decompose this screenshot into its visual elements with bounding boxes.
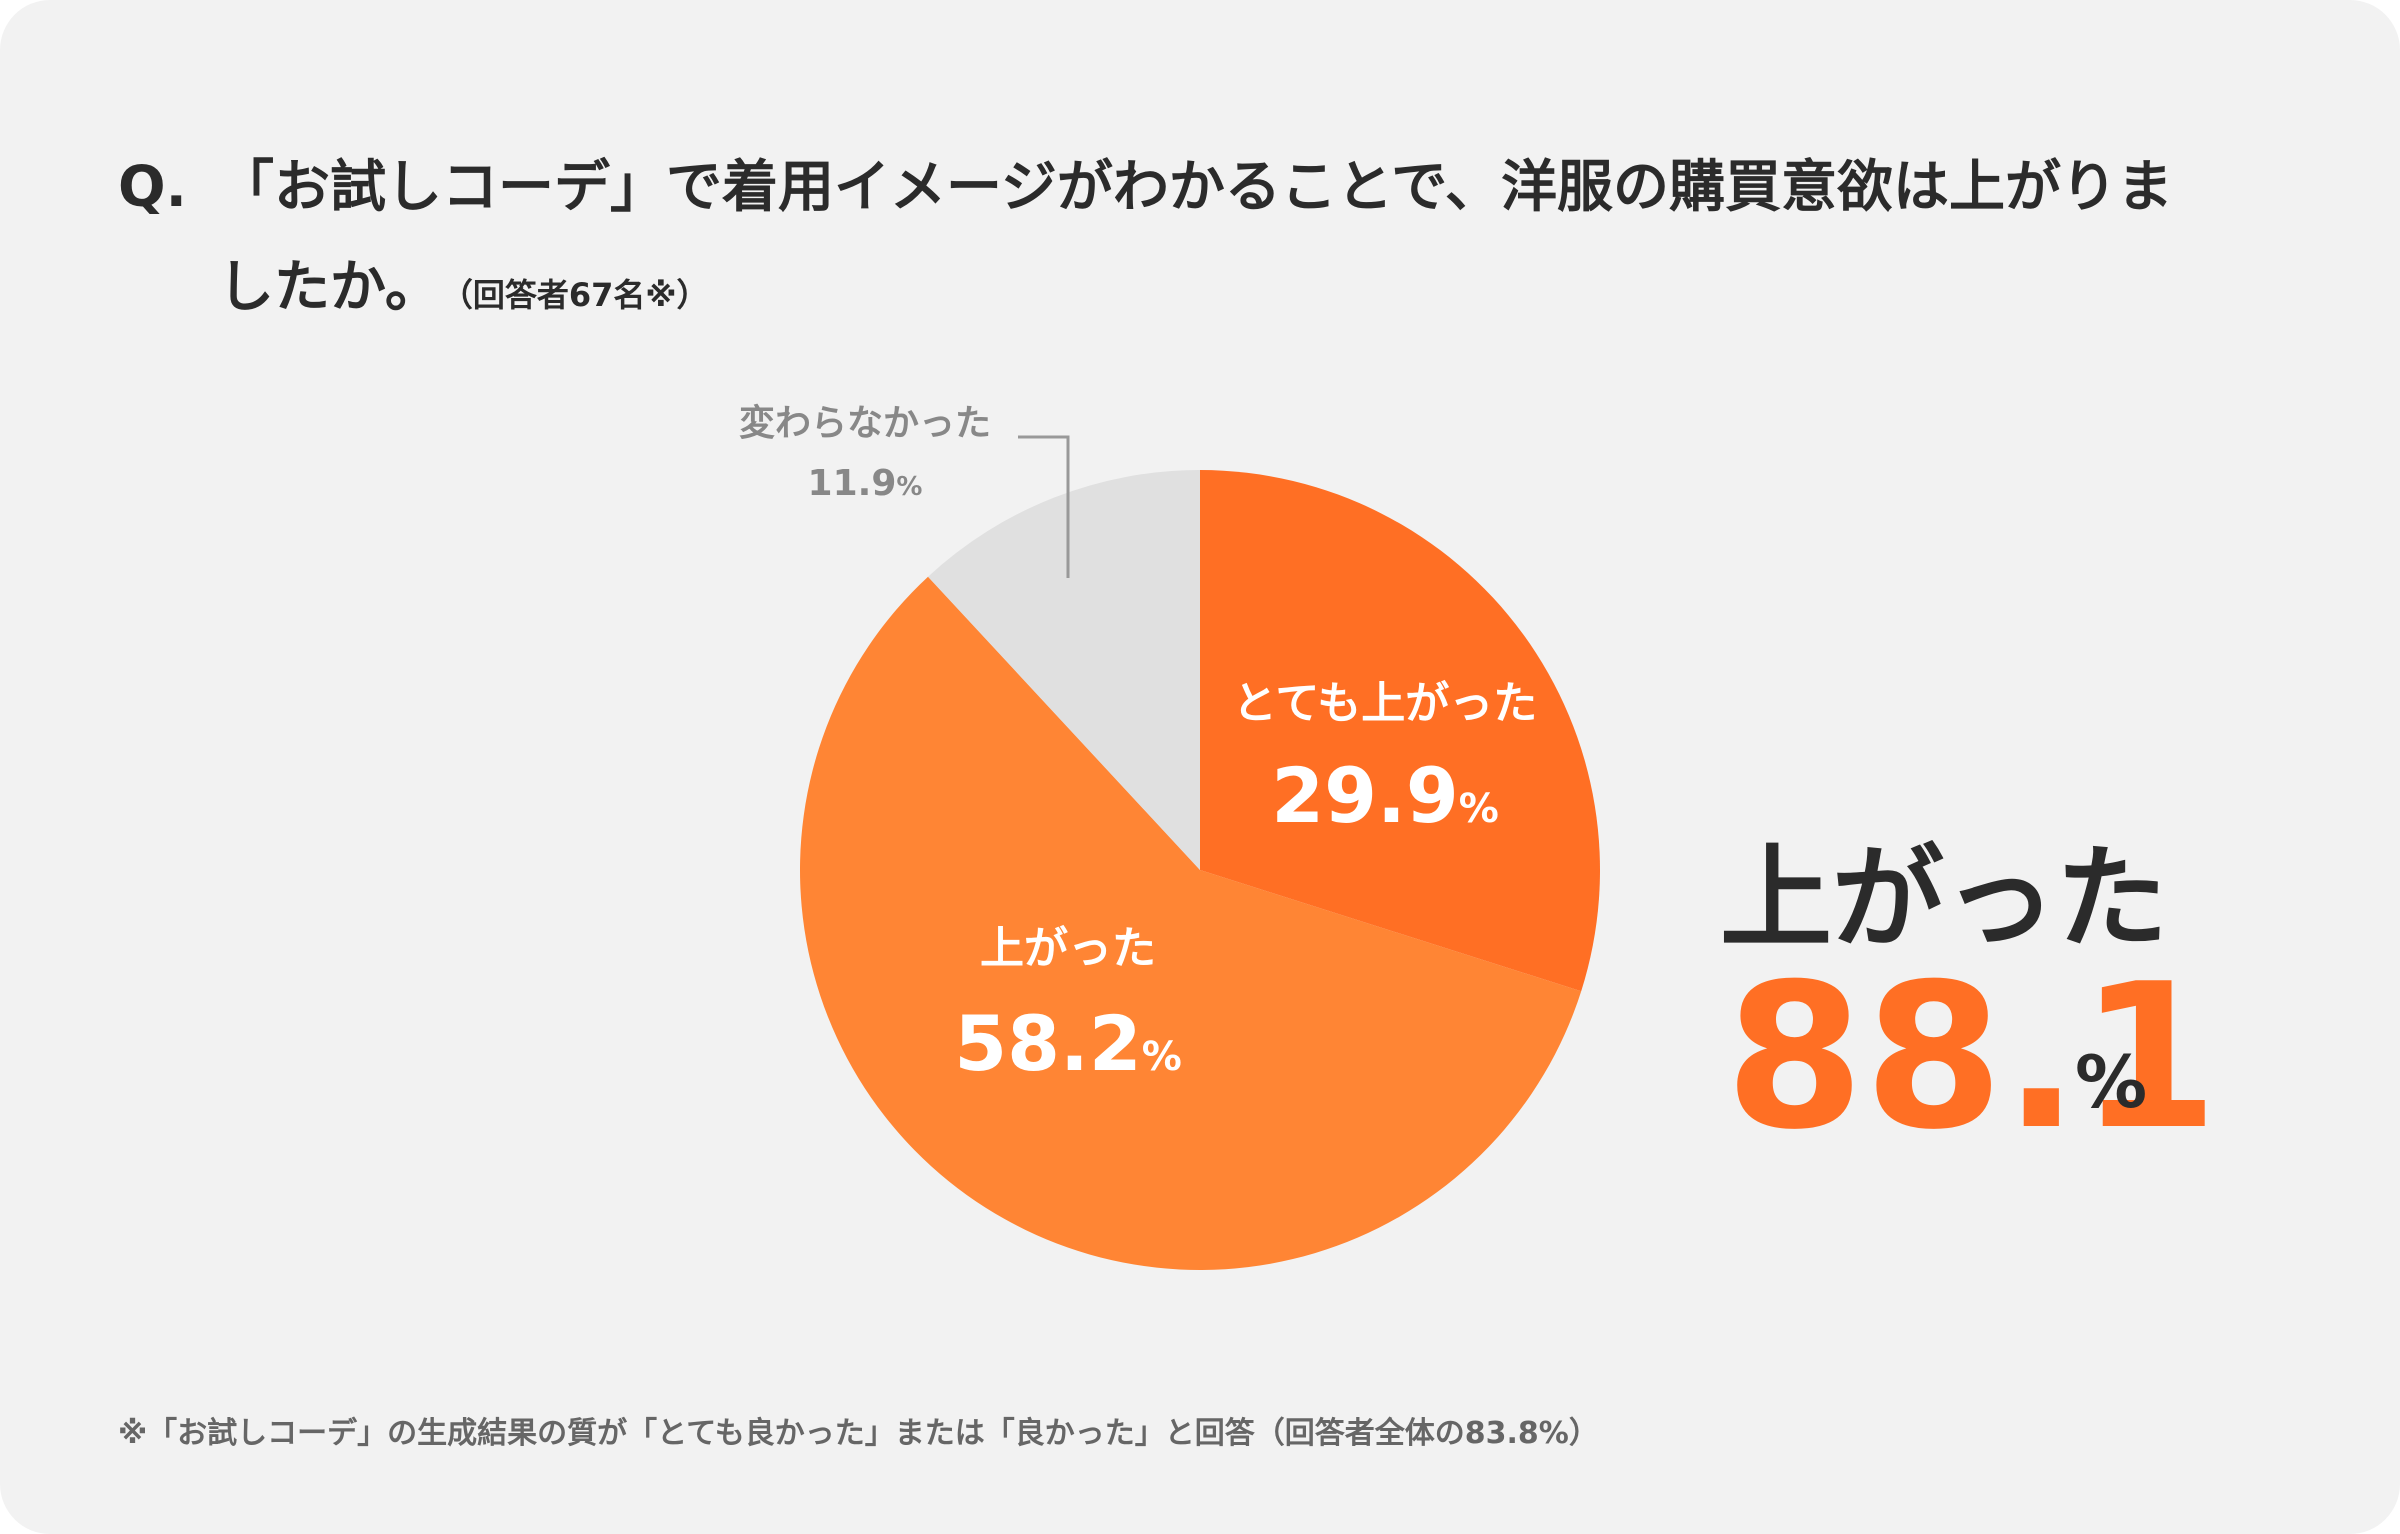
question-mark: Q. [118, 155, 187, 220]
summary-unit: % [2075, 1040, 2148, 1124]
slice-very-increased [1200, 470, 1601, 992]
slice-increased [800, 576, 1582, 1270]
slice-very-increased-label: とても上がった [1233, 678, 1537, 729]
slice-very-increased-value: 29.9% [1271, 751, 1499, 840]
summary-label: 上がった [1720, 834, 2168, 964]
question-title: Q. 「お試しコーデ」で着用イメージがわかることで、洋服の購買意欲は上がりま し… [118, 138, 2298, 345]
footnote: ※「お試しコーデ」の生成結果の質が「とても良かった」または「良かった」と回答（回… [118, 1416, 1599, 1451]
slice-unchanged [928, 469, 1200, 870]
leader-line [1018, 435, 1070, 578]
question-text-line2: したか。 [218, 255, 441, 320]
question-text-line1: 「お試しコーデ」で着用イメージがわかることで、洋服の購買意欲は上がりま [218, 155, 2173, 220]
summary-value: 88.1 [1725, 941, 2219, 1174]
slice-increased-value: 58.2% [954, 999, 1182, 1088]
slice-unchanged-label: 変わらなかった [739, 402, 991, 444]
slice-unchanged-value: 11.9% [808, 463, 923, 504]
respondent-note: （回答者67名※） [440, 276, 709, 314]
slice-increased-label: 上がった [980, 923, 1156, 974]
